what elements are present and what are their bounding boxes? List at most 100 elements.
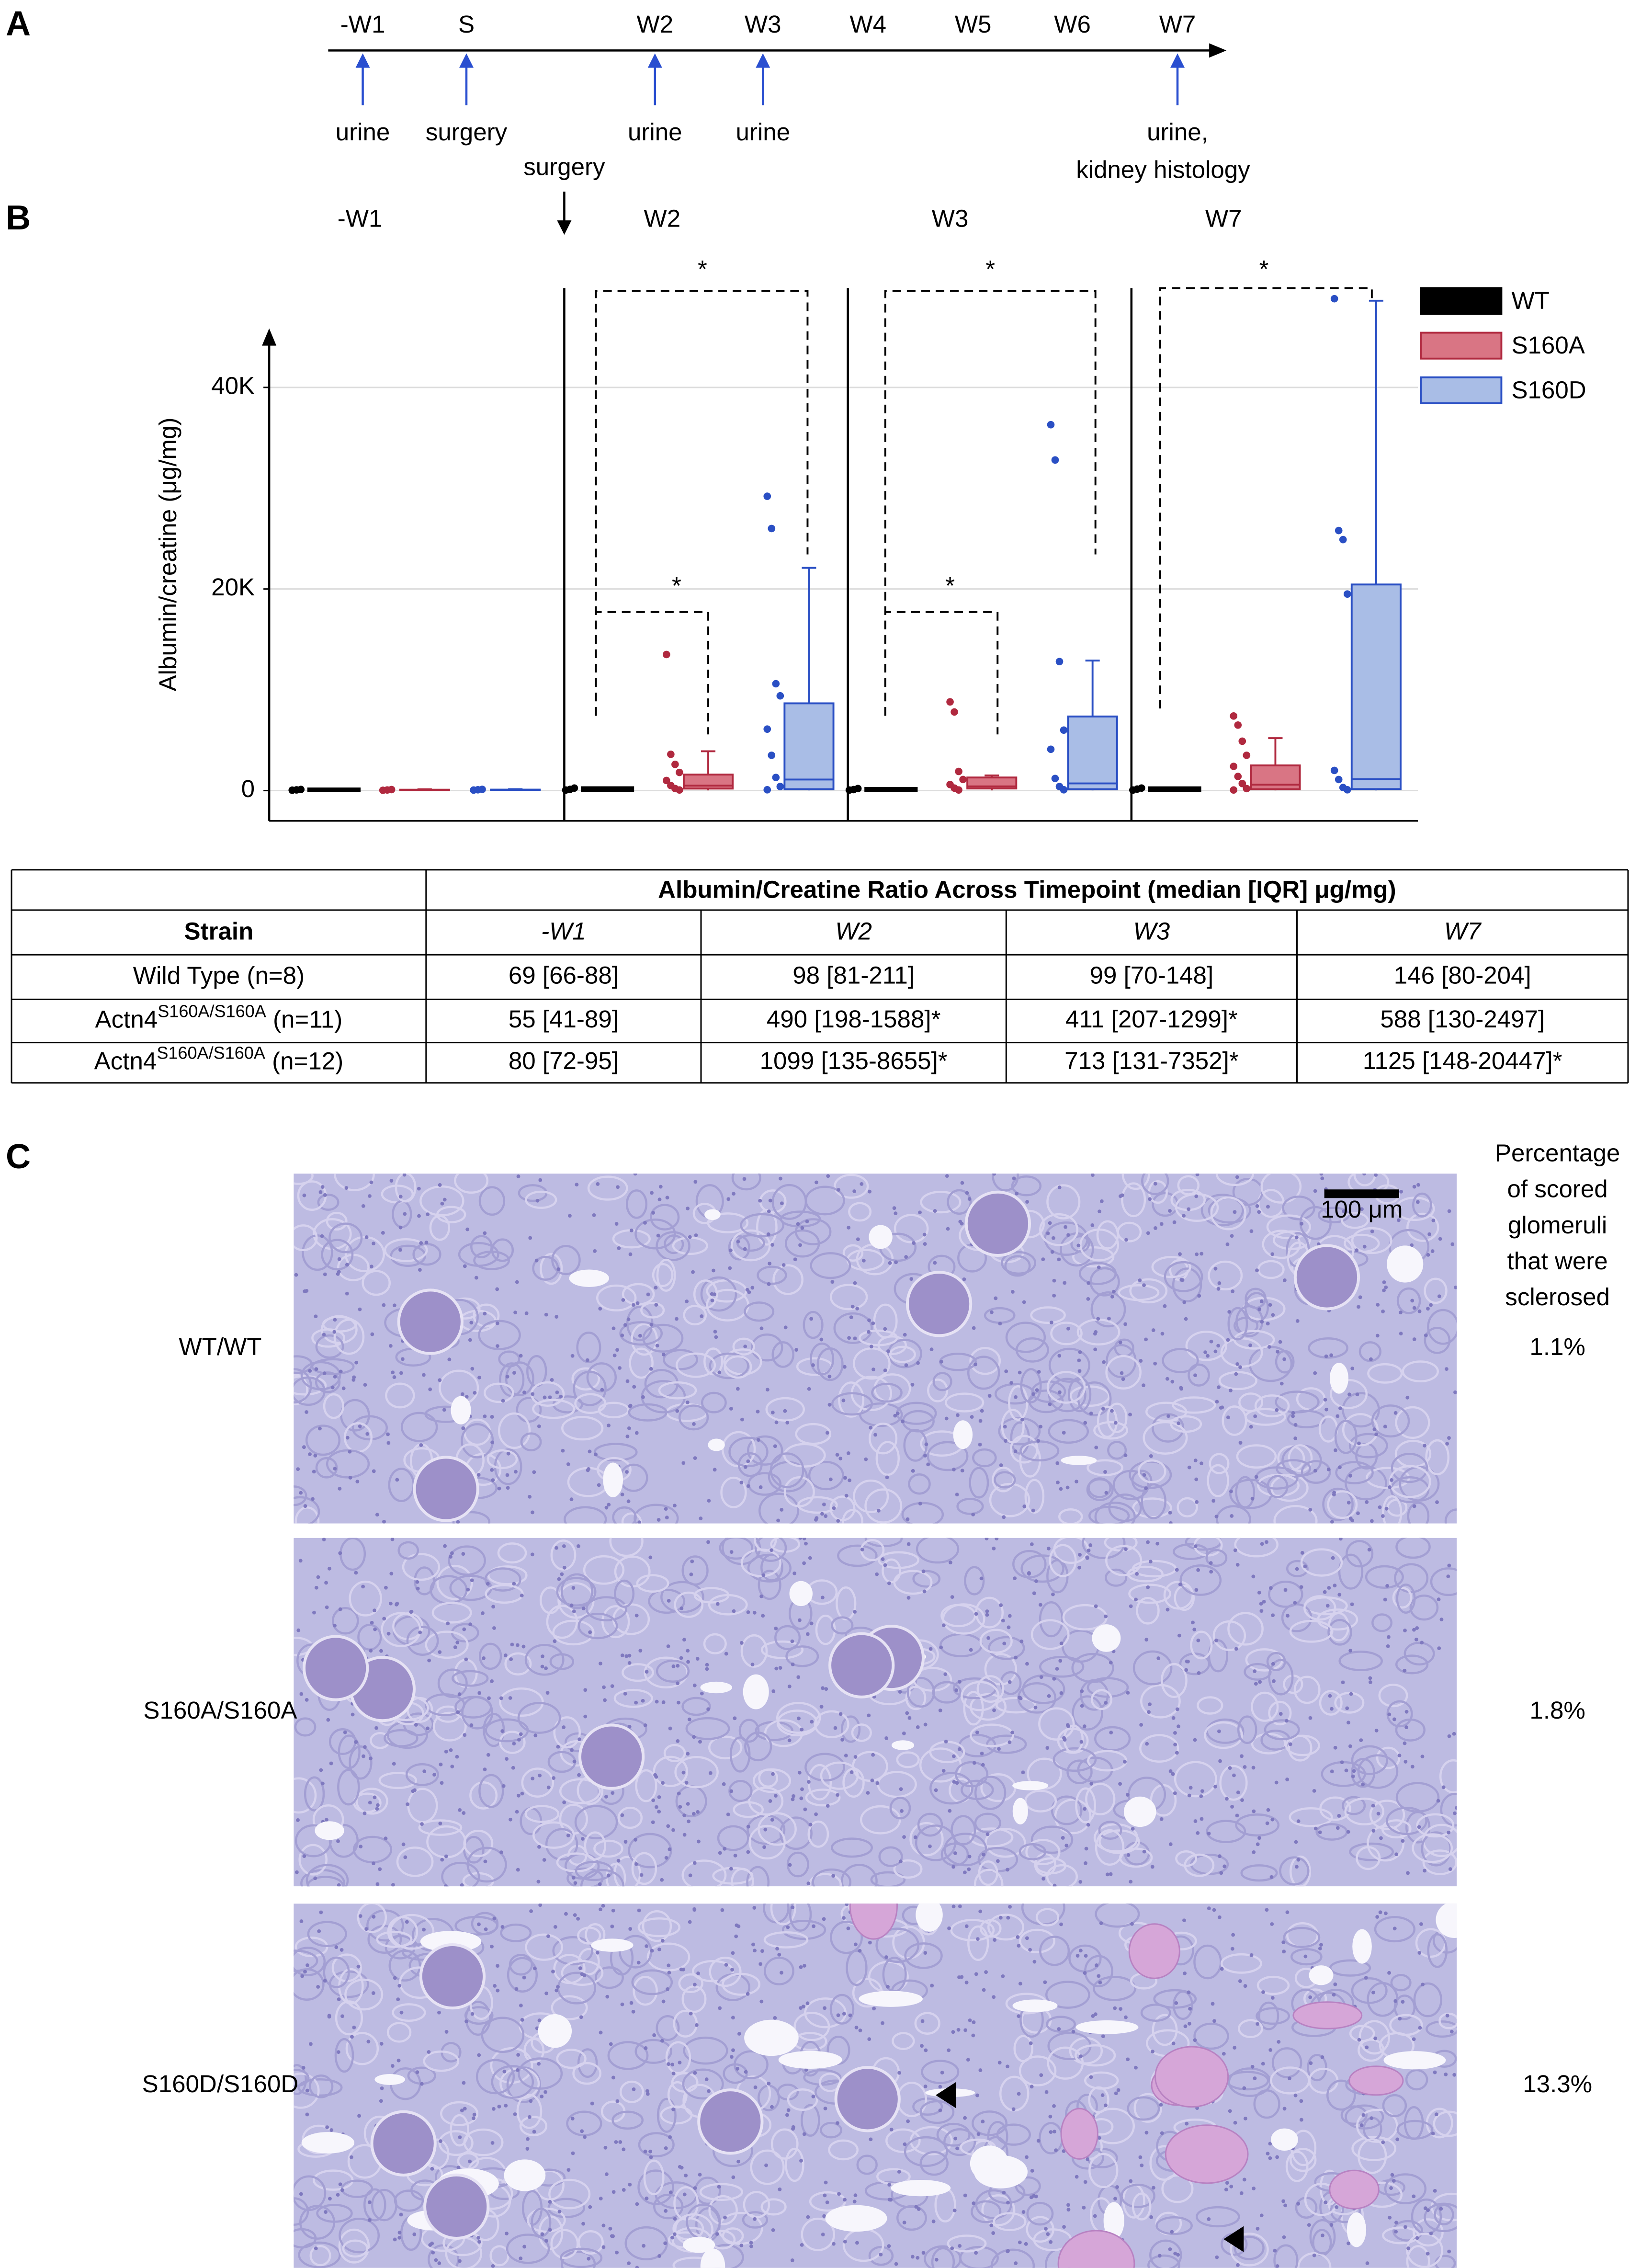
- nucleus: [1426, 1253, 1430, 1257]
- tubule: [577, 2048, 598, 2078]
- point: [951, 708, 958, 716]
- nucleus: [1449, 1867, 1452, 1871]
- nucleus: [430, 2166, 434, 2171]
- nucleus: [1175, 1707, 1179, 1711]
- nucleus: [906, 1542, 911, 1546]
- lumen: [916, 1903, 943, 1932]
- nucleus: [418, 1268, 422, 1272]
- tubule: [1341, 1212, 1369, 1229]
- tubule: [757, 1265, 787, 1285]
- nucleus: [397, 1983, 402, 1988]
- nucleus: [553, 1639, 557, 1643]
- nucleus: [531, 1392, 535, 1396]
- nucleus: [960, 1181, 964, 1185]
- tubule: [294, 1373, 308, 1405]
- nucleus: [1268, 2142, 1272, 2146]
- tubule: [1351, 1227, 1392, 1254]
- glomerulus: [419, 1943, 486, 2010]
- tubule: [561, 1960, 604, 1986]
- tubule: [307, 1921, 347, 1947]
- nucleus: [1279, 1712, 1283, 1716]
- nucleus: [786, 1925, 790, 1929]
- lumen: [859, 1991, 923, 2007]
- nucleus: [1168, 1209, 1172, 1213]
- point: [667, 750, 675, 758]
- tubule: [921, 2060, 960, 2084]
- nucleus: [1039, 2073, 1043, 2077]
- nucleus: [914, 2205, 918, 2209]
- cast: [1165, 2124, 1249, 2184]
- nucleus: [606, 1873, 611, 1878]
- tubule: [1230, 2233, 1269, 2267]
- tubule: [652, 1263, 674, 1288]
- nucleus: [583, 1714, 588, 1719]
- nucleus: [464, 1657, 468, 1662]
- nucleus: [1001, 1618, 1005, 1623]
- tubule: [1234, 1538, 1279, 1558]
- tubule: [297, 2078, 343, 2097]
- tubule: [1049, 1544, 1077, 1577]
- tubule: [1288, 1734, 1313, 1762]
- tubule: [1270, 2066, 1310, 2095]
- nucleus: [375, 1882, 380, 1886]
- nucleus: [1175, 1568, 1179, 1572]
- nucleus: [667, 1971, 671, 1975]
- nucleus: [1238, 1441, 1243, 1445]
- nucleus: [956, 2028, 961, 2032]
- timepoint-label: W7: [1159, 11, 1196, 38]
- nucleus: [986, 1636, 991, 1640]
- nucleus: [1046, 1231, 1050, 1235]
- nucleus: [365, 1432, 370, 1436]
- nucleus: [397, 2231, 402, 2234]
- nucleus: [632, 1385, 636, 1389]
- tubule: [564, 1506, 607, 1524]
- nucleus: [321, 1781, 325, 1786]
- nucleus: [599, 2030, 603, 2035]
- nucleus: [305, 1698, 309, 1702]
- nucleus: [1398, 2017, 1402, 2021]
- nucleus: [1025, 1662, 1029, 1666]
- tubule: [560, 1573, 593, 1609]
- tubule: [1179, 1564, 1222, 1596]
- nucleus: [904, 1363, 908, 1368]
- nucleus: [520, 1594, 524, 1597]
- nucleus: [1215, 2255, 1219, 2259]
- nucleus: [1285, 1910, 1290, 1915]
- tubule: [1005, 1322, 1046, 1353]
- nucleus: [1103, 1470, 1107, 1474]
- timepoint-label: W2: [636, 11, 673, 38]
- nucleus: [414, 1723, 418, 1727]
- event-arrowhead: [355, 53, 370, 68]
- nucleus: [805, 1219, 809, 1224]
- nucleus: [375, 1513, 379, 1517]
- nucleus: [512, 1742, 516, 1746]
- nucleus: [687, 1819, 691, 1824]
- nucleus: [1270, 1817, 1275, 1822]
- nucleus: [403, 1212, 407, 1216]
- nucleus: [1131, 1827, 1135, 1831]
- nucleus: [449, 1555, 453, 1559]
- nucleus: [300, 1974, 305, 1978]
- nucleus: [1188, 2006, 1192, 2011]
- legend-label: S160A: [1511, 331, 1584, 359]
- tubule: [1026, 2201, 1054, 2226]
- tubule: [734, 2050, 769, 2079]
- tubule: [587, 1175, 628, 1201]
- nucleus: [472, 2116, 475, 2120]
- tubule: [786, 1851, 809, 1878]
- nucleus: [336, 1272, 340, 1276]
- point: [946, 698, 954, 706]
- tubule: [1413, 1982, 1443, 2017]
- tubule: [995, 1697, 1037, 1714]
- nucleus: [746, 1824, 750, 1829]
- nucleus: [1274, 1780, 1279, 1785]
- nucleus: [390, 2064, 395, 2068]
- nucleus: [718, 1851, 722, 1855]
- nucleus: [1271, 1613, 1275, 1618]
- nucleus: [637, 1520, 642, 1524]
- nucleus: [1066, 2203, 1070, 2207]
- nucleus: [677, 1791, 681, 1796]
- nucleus: [749, 2244, 753, 2248]
- nucleus: [1350, 1602, 1354, 1607]
- nucleus: [869, 2137, 873, 2142]
